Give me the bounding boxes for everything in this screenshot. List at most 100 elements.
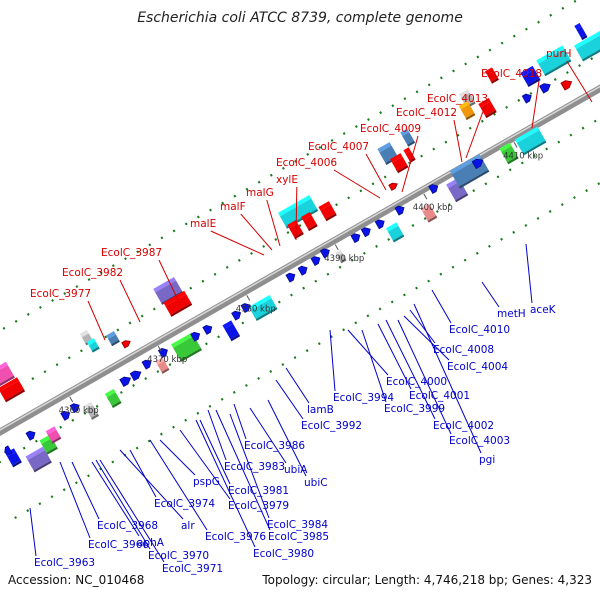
gene-arrow-15 [310, 256, 321, 267]
feature-low-green-3 [171, 332, 202, 363]
lower-gene-label: EcolC_3983 [224, 461, 285, 473]
lower-gene-label: EcolC_3979 [228, 500, 289, 512]
track-guide-1 [0, 0, 580, 332]
lower-label-line [403, 315, 450, 361]
feature-low-blue-2 [222, 320, 241, 342]
lower-label-line [71, 461, 100, 520]
upper-label-line [566, 60, 593, 103]
feature-low-purple [25, 446, 52, 473]
feature-red-9 [485, 67, 499, 84]
lower-gene-label: pgi [479, 454, 495, 466]
gene-arrow-24 [539, 83, 551, 94]
gene-arrow-6 [129, 370, 142, 382]
upper-gene-label: EcolC_4012 [396, 107, 457, 119]
lower-label-line [29, 507, 37, 557]
upper-label-line [87, 300, 106, 341]
upper-label-line [210, 230, 265, 256]
lower-gene-label: EcolC_3966 [88, 539, 149, 551]
feature-cyan [86, 338, 100, 353]
tick-label: 4410 kbp [503, 151, 543, 161]
gene-arrow-22 [471, 158, 484, 170]
upper-label-line [531, 80, 540, 129]
gene-arrow-5 [119, 376, 132, 388]
feature-steel-3 [400, 128, 416, 147]
upper-gene-label: EcolC_3982 [62, 267, 123, 279]
feature-low-green-4 [499, 142, 519, 165]
lower-label-line [195, 419, 256, 548]
upper-gene-label: malG [246, 187, 274, 199]
upper-label-line [333, 169, 381, 199]
feature-orange [458, 100, 476, 121]
upper-gene-label: EcolC_3977 [30, 288, 91, 300]
gene-arrow-13 [285, 272, 296, 283]
feature-cyan-3 [536, 45, 572, 77]
feature-low-cyan [248, 294, 278, 322]
feature-low-gray [84, 401, 99, 420]
gene-arrow-17 [350, 233, 361, 244]
feature-low-cyan-3 [514, 126, 547, 156]
feature-steel [106, 331, 120, 347]
gene-arrow-14 [297, 265, 308, 276]
lower-label-line [59, 461, 91, 539]
gene-arrow-12 [240, 303, 251, 313]
tick-mark [423, 193, 428, 200]
lower-gene-label: aphA [137, 537, 165, 549]
lower-gene-label: EcolC_4002 [433, 420, 494, 432]
upper-gene-label: EcolC_3987 [101, 247, 162, 259]
upper-label-line [365, 153, 387, 191]
lower-gene-label: EcolC_3968 [97, 520, 158, 532]
upper-gene-label: EcolC_4006 [276, 157, 337, 169]
feature-red [0, 377, 26, 403]
tick-label: 4390 kbp [324, 254, 364, 264]
upper-gene-label: purH [546, 48, 572, 60]
lower-label-line [249, 407, 287, 464]
lower-label-line [99, 459, 165, 563]
lower-gene-label: EcolC_3963 [34, 557, 95, 569]
tick-mark [334, 244, 339, 251]
tick-label: 4400 kbp [413, 203, 453, 213]
lower-gene-label: EcolC_4003 [449, 435, 510, 447]
track-guide-4 [14, 181, 600, 520]
lower-gene-label: ubiA [284, 464, 308, 476]
lower-label-line [129, 449, 157, 498]
lower-gene-label: EcolC_4010 [449, 324, 510, 336]
tick-label: 4360 kbp [59, 406, 99, 416]
lower-label-line [159, 439, 196, 476]
lower-label-line [233, 403, 247, 440]
gene-arrow-20 [394, 205, 405, 216]
upper-label-line [158, 259, 179, 301]
backbone-highlight [0, 85, 600, 431]
lower-gene-label: EcolC_4001 [409, 390, 470, 402]
lower-label-line [397, 319, 452, 435]
lower-label-line [481, 281, 500, 308]
feature-blue [520, 65, 541, 88]
lower-label-line [409, 309, 436, 344]
lower-label-line [275, 379, 304, 420]
feature-low-green-2 [104, 388, 122, 408]
lower-gene-label: EcolC_3980 [253, 548, 314, 560]
lower-label-line [207, 409, 227, 461]
feature-blue-2 [574, 22, 588, 41]
upper-label-line [119, 279, 141, 323]
feature-low-salmon [155, 357, 170, 374]
gene-arrow-27 [560, 80, 573, 91]
lower-label-line [431, 289, 452, 324]
gene-arrow-18 [360, 227, 371, 238]
feature-red-6 [390, 153, 409, 174]
lower-gene-label: EcolC_4004 [447, 361, 508, 373]
lower-label-line [91, 461, 140, 537]
lower-label-line [267, 399, 307, 477]
lower-label-line [361, 329, 387, 403]
tick-mark [246, 295, 251, 301]
gene-arrow-19 [374, 219, 385, 230]
gene-arrow-9 [190, 331, 201, 342]
feature-low-gray-2 [335, 249, 347, 264]
lower-gene-label: EcolC_3999 [384, 403, 445, 415]
gene-arrow-7 [141, 359, 152, 370]
lower-label-line [229, 413, 270, 519]
lower-label-line [95, 459, 151, 550]
gene-arrow-2 [25, 430, 36, 441]
gene-arrow-26 [388, 182, 398, 191]
lower-label-line [329, 329, 336, 392]
